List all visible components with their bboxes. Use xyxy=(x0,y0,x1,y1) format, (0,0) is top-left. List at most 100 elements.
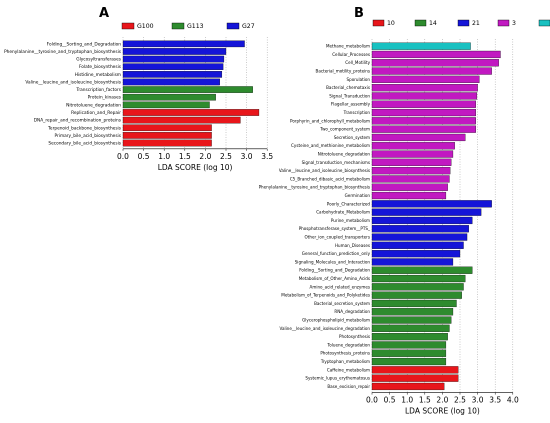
x-tick-label: 0.0 xyxy=(366,396,378,405)
bar xyxy=(371,133,466,142)
bar xyxy=(122,48,227,55)
bar xyxy=(371,233,468,241)
bar-label: Metabolism_of_Other_Amino_Acids xyxy=(299,276,370,281)
legend-label: G27 xyxy=(242,23,255,30)
bar-label: Nitrotoluene_degradation xyxy=(318,151,371,156)
panel-b-chart: B10142135Methane_metabolismCellular_Proc… xyxy=(259,6,550,416)
bar-label: Nitrotoluene_degradation xyxy=(66,102,121,108)
bar-label: Valine__leucine_and_isoleucine_biosynthe… xyxy=(25,79,121,85)
x-tick-label: 3.0 xyxy=(472,396,484,405)
bar-label: Protein_kinases xyxy=(88,95,122,101)
bar xyxy=(371,175,450,183)
bar-label: Caffeine_metabolism xyxy=(327,367,370,372)
bar-label: Glycerophospholipid_metabolism xyxy=(302,317,370,322)
bar xyxy=(371,50,501,59)
bar-label: Signal_transduction_mechanisms xyxy=(302,160,370,165)
bar-label: Valine__leucine_and_isoleucine_degradati… xyxy=(280,326,371,331)
bar xyxy=(371,117,476,125)
bar-label: Other_ion_coupled_transporters xyxy=(305,234,370,239)
legend-swatch xyxy=(372,19,385,27)
bar xyxy=(371,374,459,382)
bar-label: C5_Branched_dibasic_acid_metabolism xyxy=(290,176,370,181)
bar-label: Primary_bile_acid_biosynthesis xyxy=(54,133,121,139)
x-tick-label: 2.5 xyxy=(454,396,466,405)
bar-label: Glycosyltransferases xyxy=(76,57,122,63)
bar xyxy=(371,158,452,166)
bar xyxy=(122,101,210,109)
bar-label: Two_component_system xyxy=(319,127,370,132)
legend-label: 3 xyxy=(512,20,516,27)
bar xyxy=(371,324,450,332)
bar xyxy=(371,349,447,357)
bar-label: Photosynthesis xyxy=(339,334,370,339)
bar-label: Metabolism_of_Terpenoids_and_Polyketides xyxy=(281,293,370,298)
bar-label: General_function_prediction_only xyxy=(302,251,371,256)
bar-label: Human_Diseases xyxy=(335,243,370,248)
legend-swatch xyxy=(497,19,510,27)
bar-label: Amino_acid_related_enzymes xyxy=(310,284,370,289)
bar xyxy=(371,84,478,92)
bar-label: Systemic_lupus_erythematosus xyxy=(305,376,370,381)
legend-swatch xyxy=(121,22,135,30)
legend-swatch xyxy=(226,22,240,30)
x-tick-label: 0.5 xyxy=(138,152,150,161)
bar xyxy=(371,216,473,225)
bar xyxy=(371,283,464,291)
bar-label: Secretion_system xyxy=(334,135,370,140)
legend-label: 14 xyxy=(429,20,437,27)
x-tick-label: 2.5 xyxy=(220,152,232,161)
panel-a-chart: A G100 G113 G27 Folding__Sorting_and_Degrada… xyxy=(4,6,273,172)
bar xyxy=(371,191,447,200)
bar xyxy=(122,55,225,63)
x-tick-label: 4.0 xyxy=(507,396,519,405)
bar-label: Folding__Sorting_and_Degradation xyxy=(47,41,122,47)
x-tick-label: 1.0 xyxy=(158,152,170,161)
legend-label: G113 xyxy=(187,23,204,30)
legend-label: 21 xyxy=(472,20,480,27)
bar-label: Signaling_Molecules_and_Interaction xyxy=(295,259,371,264)
bar xyxy=(122,124,212,132)
bar-label: Cell_Motility xyxy=(345,60,370,65)
bar xyxy=(371,183,448,191)
bar-label: Base_excision_repair xyxy=(327,384,370,389)
bar xyxy=(371,357,447,366)
bar xyxy=(371,250,461,258)
panel-label: B xyxy=(354,6,364,21)
bar xyxy=(371,150,454,158)
x-tick-label: 1.5 xyxy=(419,396,431,405)
bar xyxy=(371,75,480,83)
x-axis-label: LDA SCORE (log 10) xyxy=(405,407,480,416)
bar xyxy=(122,116,241,124)
bar-label: RNA_degradation xyxy=(334,309,370,314)
bar-label: Tryptophan_metabolism xyxy=(320,359,370,364)
bar xyxy=(371,100,476,108)
bar-label: Germination xyxy=(345,193,371,198)
bar-label: Terpenoid_backbone_biosynthesis xyxy=(47,125,122,131)
bar-label: Bacterial_secretion_system xyxy=(314,301,370,306)
legend-swatch xyxy=(457,19,470,27)
x-tick-label: 3.5 xyxy=(489,396,501,405)
bar-label: Replication_and_Repair xyxy=(71,110,121,116)
bar xyxy=(122,40,245,48)
bar-label: Secondary_bile_acid_biosynthesis xyxy=(48,141,121,147)
bar-label: Porphyrin_and_chlorophyll_metabolism xyxy=(290,118,370,123)
bar xyxy=(371,333,448,341)
x-tick-label: 3.5 xyxy=(261,152,273,161)
bar xyxy=(371,382,445,391)
bar xyxy=(122,71,223,78)
bar-label: Phosphotransferase_system__PTS_ xyxy=(299,226,371,231)
x-tick-label: 2.0 xyxy=(199,152,211,161)
bar-label: DNA_repair_and_recombination_proteins xyxy=(34,118,122,124)
x-tick-label: 0.0 xyxy=(117,152,129,161)
bar-label: Cellular_Processes xyxy=(332,52,370,57)
bar-label: Flagellar_assembly xyxy=(331,102,371,107)
bar xyxy=(371,299,457,308)
bar xyxy=(371,59,499,67)
legend-swatch xyxy=(538,19,550,27)
legend-swatch xyxy=(414,19,427,27)
bar-label: Signal_Transduction xyxy=(329,93,370,98)
legend-swatch xyxy=(171,22,185,30)
bar xyxy=(371,142,455,150)
bar xyxy=(371,258,454,266)
